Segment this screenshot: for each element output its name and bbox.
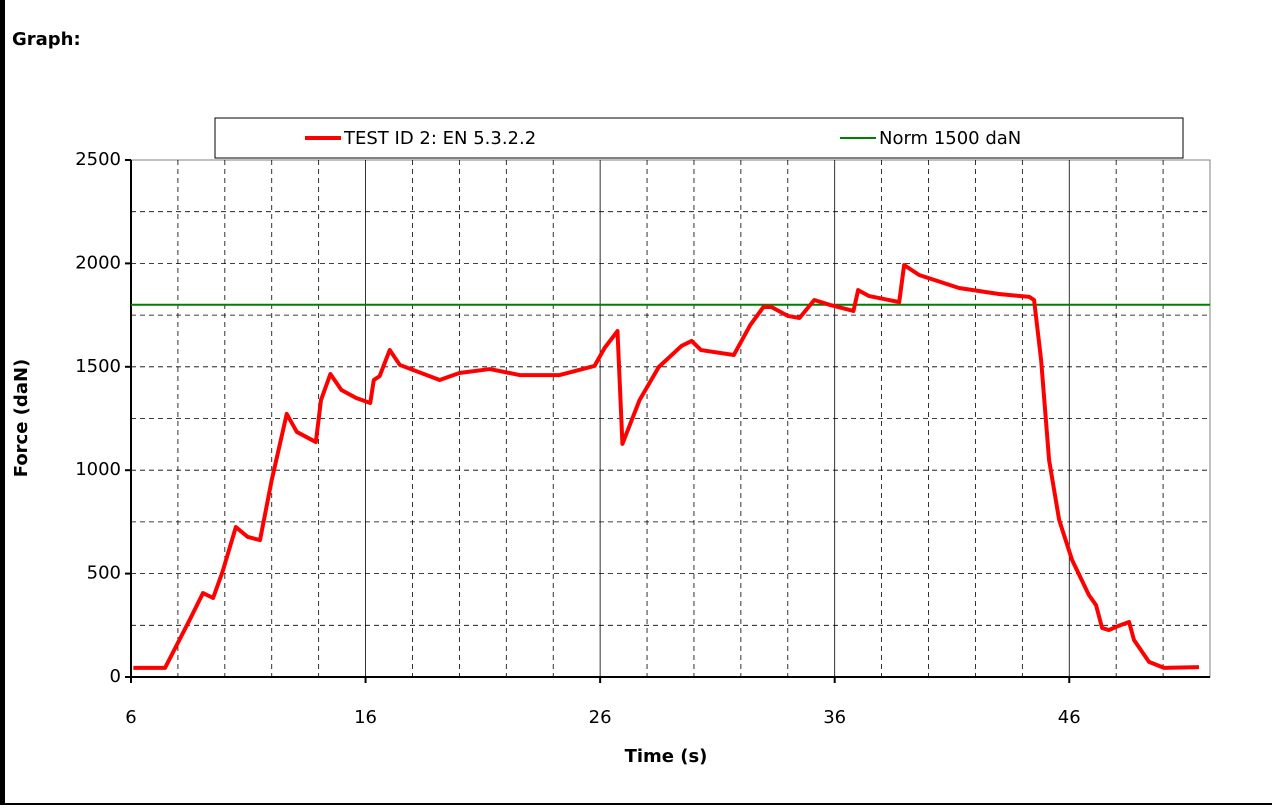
- x-tick-label: 26: [589, 707, 612, 728]
- plot-area: [130, 159, 1211, 678]
- x-tick-label: 36: [823, 707, 846, 728]
- y-tick-label: 0: [110, 666, 121, 687]
- header: Graph:: [12, 29, 81, 50]
- y-tick-label: 2500: [75, 149, 121, 170]
- x-axis-label: Time (s): [625, 746, 708, 767]
- left-border: [0, 0, 5, 805]
- y-axis-label: Force (daN): [11, 359, 32, 478]
- x-tick-label: 6: [125, 707, 136, 728]
- y-tick-label: 1000: [75, 459, 121, 480]
- y-tick-label: 2000: [75, 252, 121, 273]
- series-line: [133, 263, 1200, 670]
- legend-label: TEST ID 2: EN 5.3.2.2: [343, 128, 536, 149]
- x-tick-label: 46: [1058, 707, 1081, 728]
- bottom-border: [0, 803, 1272, 805]
- x-tick-label: 16: [354, 707, 377, 728]
- y-tick-label: 1500: [75, 356, 121, 377]
- legend-label: Norm 1500 daN: [879, 128, 1021, 149]
- y-tick-label: 500: [87, 563, 121, 584]
- legend-box: [214, 117, 1184, 159]
